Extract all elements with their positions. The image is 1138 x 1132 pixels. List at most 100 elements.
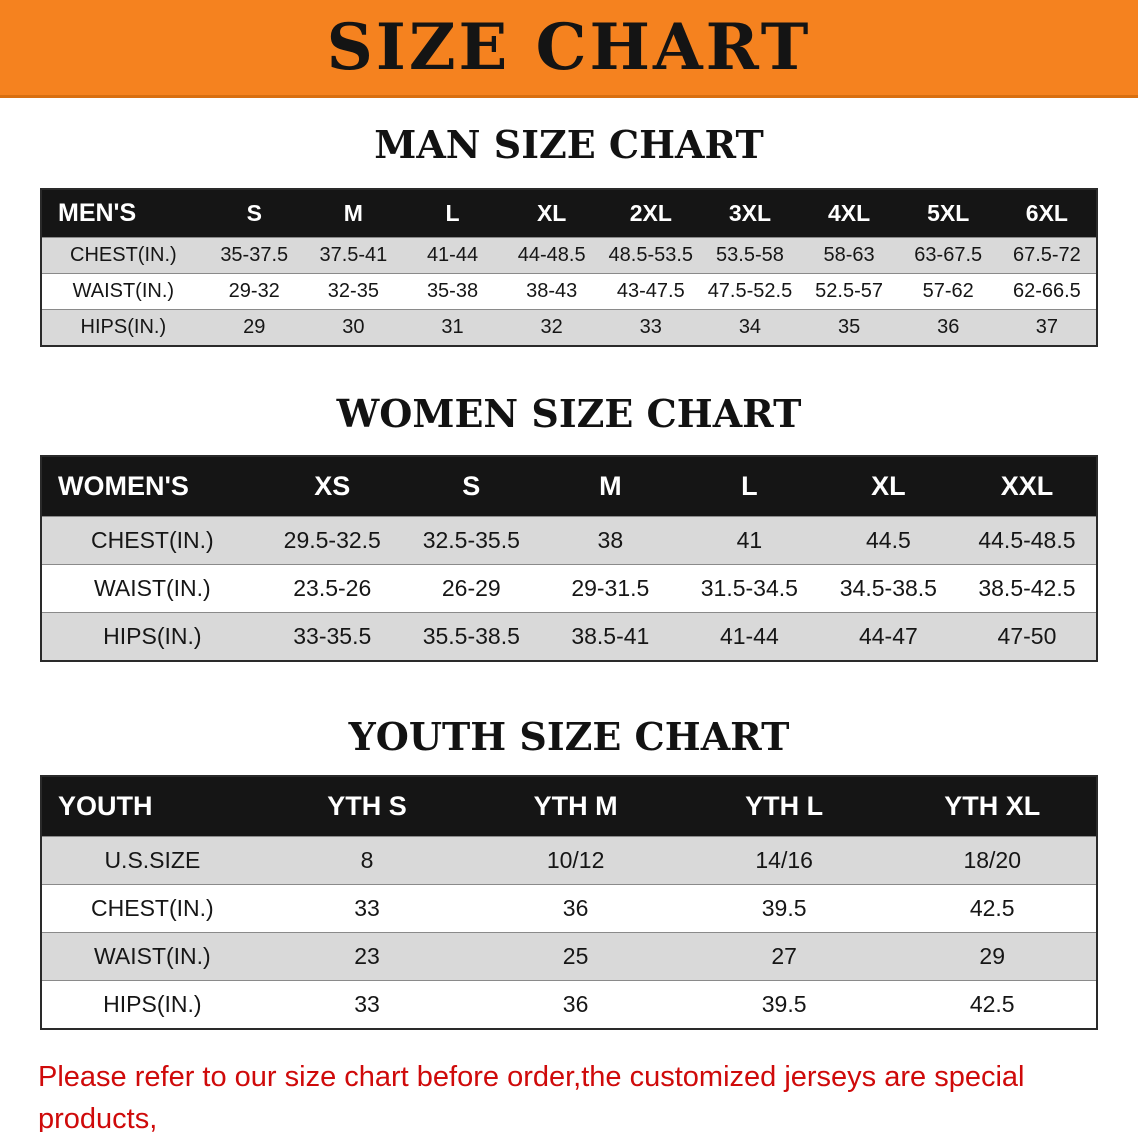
value-cell: 35 [799, 308, 899, 346]
value-cell: 34 [700, 308, 800, 346]
value-cell: 33 [262, 884, 472, 933]
disclaimer-line-1: Please refer to our size chart before or… [38, 1061, 1025, 1132]
value-cell: 10/12 [471, 836, 680, 885]
table-row: CHEST(IN.) 33 36 39.5 42.5 [41, 884, 1097, 933]
youth-size-table: YOUTH YTH S YTH M YTH L YTH XL U.S.SIZE 8 10/12… [40, 775, 1098, 1031]
value-cell: 31 [402, 308, 503, 346]
size-header-cell: 3XL [700, 188, 800, 238]
man-size-section: MAN SIZE CHART MEN'S S M L XL 2XL 3XL 4XL 5XL 6XL… [0, 124, 1138, 347]
value-cell: 26-29 [401, 563, 541, 613]
value-cell: 32-35 [303, 272, 403, 310]
value-cell: 29-32 [204, 272, 304, 310]
value-cell: 41-44 [679, 611, 819, 661]
table-header-row: YOUTH YTH S YTH M YTH L YTH XL [41, 776, 1097, 837]
size-header-cell: XXL [957, 455, 1097, 517]
size-header-cell: M [540, 455, 680, 517]
value-cell: 23 [262, 932, 472, 981]
value-cell: 44-48.5 [502, 236, 602, 274]
value-cell: 38-43 [502, 272, 602, 310]
value-cell: 38 [540, 515, 680, 565]
man-size-table: MEN'S S M L XL 2XL 3XL 4XL 5XL 6XL CHEST(IN.) 35-37… [40, 187, 1098, 347]
value-cell: 33 [601, 308, 701, 346]
women-size-section: WOMEN SIZE CHART WOMEN'S XS S M L XL XXL CHEST(… [0, 390, 1138, 662]
value-cell: 29-31.5 [540, 563, 680, 613]
youth-size-section: YOUTH SIZE CHART YOUTH YTH S YTH M YTH L YTH… [0, 713, 1138, 1031]
value-cell: 44.5 [818, 515, 958, 565]
size-header-cell: M [303, 188, 403, 238]
size-header-cell: YTH M [471, 776, 680, 837]
row-label-cell: HIPS(IN.) [41, 980, 263, 1030]
value-cell: 38.5-42.5 [957, 563, 1097, 613]
value-cell: 38.5-41 [540, 611, 680, 661]
row-label-cell: CHEST(IN.) [41, 236, 205, 274]
value-cell: 37.5-41 [303, 236, 403, 274]
table-row: U.S.SIZE 8 10/12 14/16 18/20 [41, 836, 1097, 885]
table-title-cell: YOUTH [41, 776, 263, 837]
value-cell: 42.5 [888, 884, 1097, 933]
size-header-cell: XS [262, 455, 402, 517]
size-header-cell: 4XL [799, 188, 899, 238]
value-cell: 43-47.5 [601, 272, 701, 310]
size-header-cell: 6XL [997, 188, 1097, 238]
value-cell: 35.5-38.5 [401, 611, 541, 661]
value-cell: 33-35.5 [262, 611, 402, 661]
banner: SIZE CHART [0, 0, 1138, 98]
value-cell: 44.5-48.5 [957, 515, 1097, 565]
value-cell: 18/20 [888, 836, 1097, 885]
value-cell: 14/16 [679, 836, 889, 885]
value-cell: 58-63 [799, 236, 899, 274]
size-header-cell: 5XL [898, 188, 998, 238]
value-cell: 37 [997, 308, 1097, 346]
value-cell: 8 [262, 836, 472, 885]
row-label-cell: WAIST(IN.) [41, 272, 205, 310]
value-cell: 32.5-35.5 [401, 515, 541, 565]
section-title-youth: YOUTH SIZE CHART [348, 713, 790, 759]
value-cell: 29 [888, 932, 1097, 981]
page-title: SIZE CHART [326, 9, 812, 85]
value-cell: 36 [471, 980, 680, 1030]
value-cell: 41-44 [402, 236, 503, 274]
size-header-cell: YTH S [262, 776, 472, 837]
value-cell: 47-50 [957, 611, 1097, 661]
value-cell: 36 [898, 308, 998, 346]
row-label-cell: WAIST(IN.) [41, 563, 263, 613]
size-header-cell: YTH XL [888, 776, 1097, 837]
size-header-cell: YTH L [679, 776, 889, 837]
value-cell: 39.5 [679, 884, 889, 933]
section-title-man: MAN SIZE CHART [374, 122, 764, 167]
size-header-cell: XL [818, 455, 958, 517]
table-header-row: MEN'S S M L XL 2XL 3XL 4XL 5XL 6XL [41, 188, 1097, 238]
value-cell: 63-67.5 [898, 236, 998, 274]
value-cell: 33 [262, 980, 472, 1030]
value-cell: 67.5-72 [997, 236, 1097, 274]
table-title-cell: WOMEN'S [41, 455, 263, 517]
value-cell: 53.5-58 [700, 236, 800, 274]
table-row: WAIST(IN.) 23.5-26 26-29 29-31.5 31.5-34.5 34… [41, 563, 1097, 613]
women-size-table: WOMEN'S XS S M L XL XXL CHEST(IN.) 29.5-32.5 32.5… [40, 454, 1098, 662]
size-header-cell: L [402, 188, 503, 238]
table-row: WAIST(IN.) 29-32 32-35 35-38 38-43 43-47.5 47.… [41, 272, 1097, 310]
value-cell: 30 [303, 308, 403, 346]
value-cell: 29 [204, 308, 304, 346]
value-cell: 39.5 [679, 980, 889, 1030]
row-label-cell: CHEST(IN.) [41, 884, 263, 933]
value-cell: 36 [471, 884, 680, 933]
table-row: HIPS(IN.) 33-35.5 35.5-38.5 38.5-41 41-44 44-… [41, 611, 1097, 661]
value-cell: 42.5 [888, 980, 1097, 1030]
table-row: CHEST(IN.) 29.5-32.5 32.5-35.5 38 41 44.5 44.5… [41, 515, 1097, 565]
value-cell: 35-37.5 [204, 236, 304, 274]
value-cell: 44-47 [818, 611, 958, 661]
row-label-cell: WAIST(IN.) [41, 932, 263, 981]
value-cell: 47.5-52.5 [700, 272, 800, 310]
size-header-cell: S [204, 188, 304, 238]
size-header-cell: 2XL [601, 188, 701, 238]
value-cell: 31.5-34.5 [679, 563, 819, 613]
section-title-women: WOMEN SIZE CHART [336, 390, 802, 436]
value-cell: 32 [502, 308, 602, 346]
table-title-cell: MEN'S [41, 188, 205, 238]
value-cell: 48.5-53.5 [601, 236, 701, 274]
value-cell: 35-38 [402, 272, 503, 310]
value-cell: 52.5-57 [799, 272, 899, 310]
value-cell: 25 [471, 932, 680, 981]
